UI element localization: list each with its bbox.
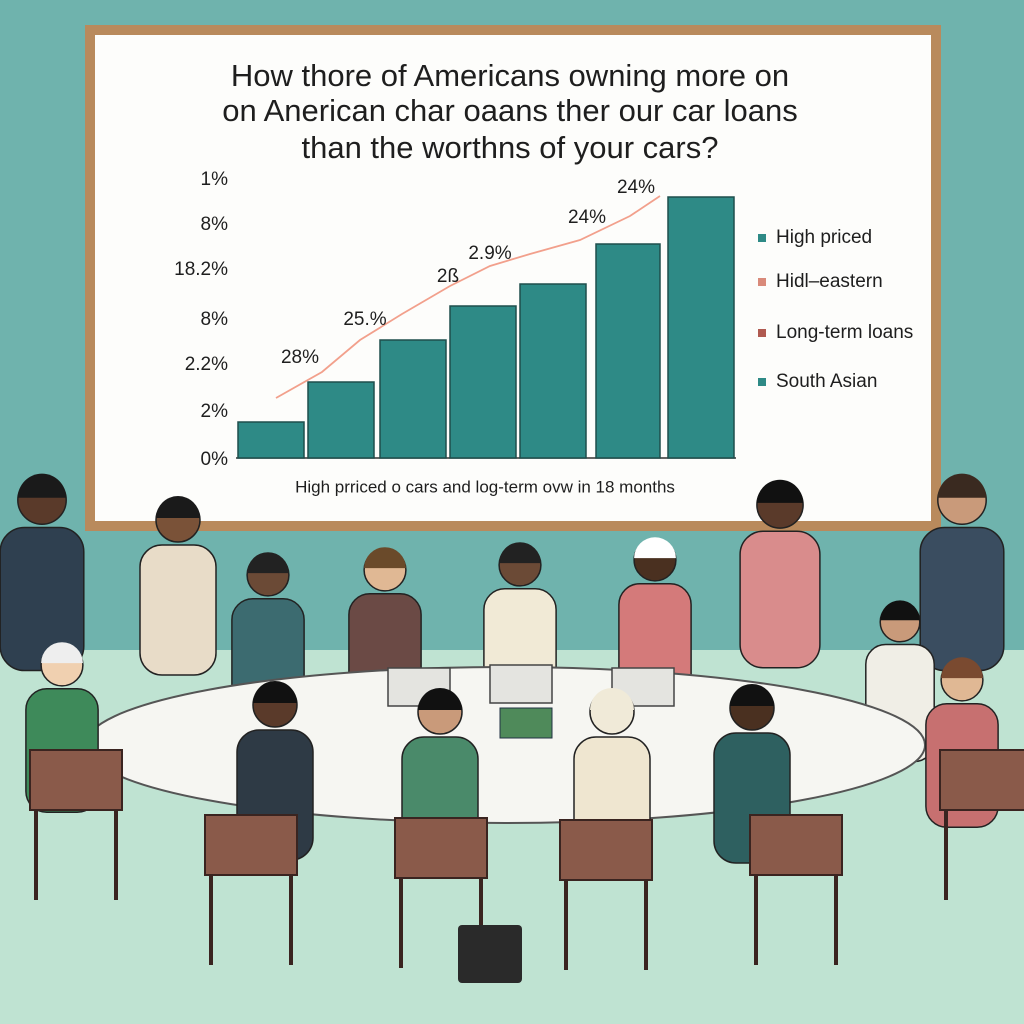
person-body: [139, 544, 217, 676]
cash-stack: [499, 707, 553, 739]
laptop: [489, 664, 553, 704]
caption: High prriced o cars and log-term ovw in …: [295, 477, 675, 496]
person-body: [919, 526, 1005, 672]
bar: [519, 283, 587, 459]
axis-label: 2.2%: [185, 354, 228, 375]
legend-swatch: [758, 378, 766, 386]
person-hair: [364, 547, 406, 569]
chair: [559, 819, 653, 881]
chair: [204, 814, 298, 876]
trend-line: [275, 195, 661, 399]
bag: [458, 925, 522, 983]
person-hair: [156, 496, 200, 518]
bar: [595, 243, 661, 459]
legend-label: Hidl–eastern: [776, 271, 883, 292]
person-hair: [590, 688, 634, 710]
person-hair: [941, 657, 983, 679]
title-line: How thore of Americans owning more on: [231, 58, 789, 93]
person-hair: [41, 642, 83, 664]
person-hair: [247, 552, 289, 574]
bar-label: 2ß: [437, 266, 459, 287]
bar: [237, 421, 305, 459]
axis-label: 2%: [201, 401, 229, 422]
axis-label: 8%: [201, 214, 229, 235]
axis-label: 8%: [201, 309, 229, 330]
title-line: on Anerican char oaans ther our car loan…: [222, 93, 798, 128]
axis-label: 0%: [201, 449, 229, 470]
legend-swatch: [758, 329, 766, 337]
chair: [749, 814, 843, 876]
legend-label: South Asian: [776, 371, 877, 392]
legend-label: Long-term loans: [776, 322, 913, 343]
person-hair: [499, 542, 541, 564]
axis-label: 1%: [201, 169, 229, 190]
person-hair: [634, 537, 676, 559]
bar: [379, 339, 447, 459]
bar: [307, 381, 375, 459]
bar-label: 28%: [281, 347, 319, 368]
axis-label: 18.2%: [174, 259, 228, 280]
person-hair: [756, 479, 804, 503]
title-line: than the worthns of your cars?: [301, 130, 718, 165]
legend-swatch: [758, 278, 766, 286]
legend-swatch: [758, 234, 766, 242]
bar-label: 25.%: [343, 309, 386, 330]
bar: [449, 305, 517, 459]
person-hair: [253, 681, 297, 703]
bar: [667, 196, 735, 459]
legend-label: High priced: [776, 227, 872, 248]
bar-label: 24%: [568, 207, 606, 228]
bar-label: 2.9%: [468, 243, 511, 264]
bar-label: 24%: [617, 177, 655, 198]
chair: [394, 817, 488, 879]
person-hair: [418, 688, 462, 710]
person-hair: [730, 684, 774, 706]
chair: [29, 749, 123, 811]
person-hair: [937, 473, 987, 498]
person-hair: [880, 600, 920, 621]
person-body: [739, 530, 821, 669]
person-hair: [17, 473, 67, 498]
chair: [939, 749, 1024, 811]
